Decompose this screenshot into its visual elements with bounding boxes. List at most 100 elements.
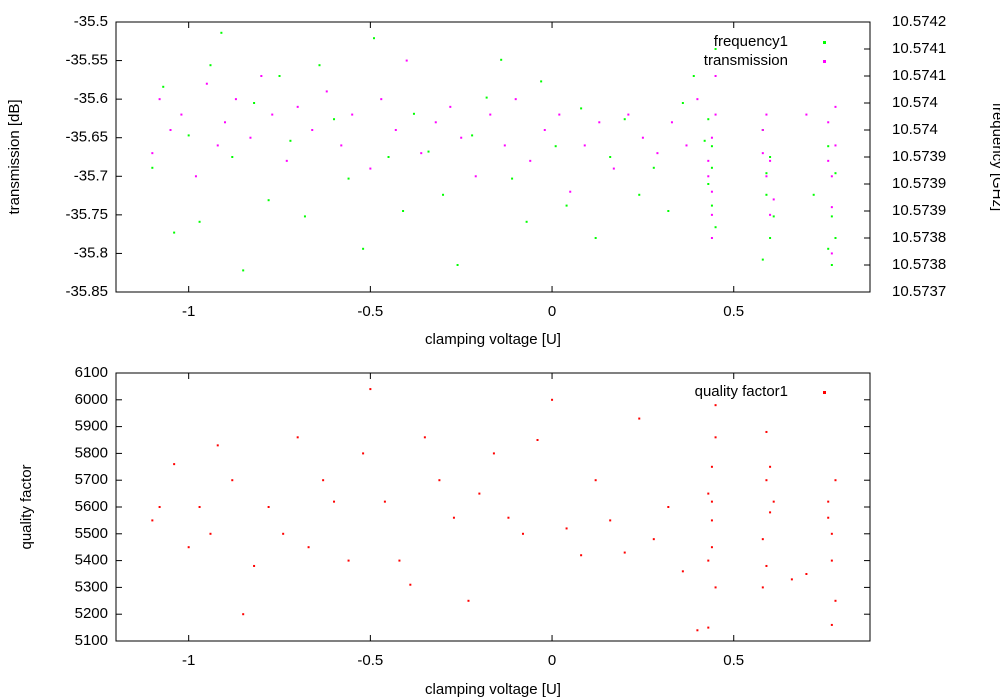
data-point	[714, 436, 717, 439]
data-point	[387, 156, 390, 158]
data-point	[609, 519, 612, 522]
y2-tick-label: 10.5738	[892, 256, 946, 273]
data-point	[707, 118, 710, 121]
data-point	[198, 506, 201, 508]
data-point	[769, 465, 772, 468]
data-point	[442, 193, 445, 196]
data-point	[282, 532, 285, 535]
data-point	[511, 177, 514, 180]
data-point	[151, 166, 154, 169]
data-point	[761, 258, 764, 261]
data-point	[307, 546, 310, 549]
data-point	[696, 98, 699, 101]
data-point	[834, 172, 837, 175]
data-point	[830, 215, 833, 218]
data-point	[372, 37, 375, 40]
data-point	[707, 626, 710, 629]
data-point	[394, 129, 397, 131]
data-point	[205, 82, 208, 85]
data-point	[710, 465, 713, 468]
data-point	[834, 144, 837, 147]
data-point	[249, 136, 252, 139]
data-point	[710, 166, 713, 169]
data-point	[765, 193, 768, 196]
data-point	[242, 269, 245, 272]
data-point	[180, 113, 183, 116]
data-point	[362, 247, 365, 250]
data-point	[805, 113, 808, 116]
data-point	[830, 559, 833, 562]
y2-tick-label: 10.5737	[892, 283, 946, 300]
data-point	[162, 85, 165, 88]
data-point	[234, 98, 237, 101]
data-point	[830, 206, 833, 209]
data-point	[641, 136, 644, 139]
y-tick-label: 5900	[75, 418, 108, 435]
data-point	[540, 80, 543, 83]
data-point	[623, 118, 626, 121]
data-point	[322, 479, 325, 482]
data-point	[765, 175, 768, 178]
y2-tick-label: 10.5742	[892, 13, 946, 30]
y2-tick-label: 10.5738	[892, 229, 946, 246]
data-point	[805, 573, 808, 575]
data-point	[830, 252, 833, 255]
data-point	[834, 105, 837, 108]
data-point	[609, 156, 612, 158]
y2-tick-label: 10.5739	[892, 175, 946, 192]
y2-tick-label: 10.5741	[892, 40, 946, 57]
data-point	[231, 479, 234, 482]
data-point	[303, 215, 306, 218]
data-point	[521, 532, 524, 535]
plot-frame	[115, 372, 871, 642]
data-point	[790, 578, 793, 581]
data-point	[412, 112, 415, 115]
data-point	[402, 210, 405, 212]
x-tick-label: -0.5	[357, 652, 383, 669]
data-point	[224, 121, 227, 124]
data-point	[173, 231, 176, 234]
data-point	[652, 166, 655, 169]
data-point	[438, 479, 441, 482]
data-point	[514, 98, 517, 101]
data-point	[151, 152, 154, 155]
data-point	[565, 527, 568, 530]
data-point	[772, 215, 775, 218]
data-point	[623, 551, 626, 554]
x-tick-label: 0.5	[723, 652, 744, 669]
data-point	[827, 247, 830, 250]
data-point	[761, 538, 764, 541]
data-point	[194, 175, 197, 178]
data-point	[151, 519, 154, 522]
data-point	[362, 452, 365, 455]
y-tick-label: -35.7	[74, 167, 108, 184]
data-point	[485, 96, 488, 99]
data-point	[710, 213, 713, 216]
data-point	[812, 193, 815, 196]
data-point	[681, 570, 684, 573]
data-point	[638, 193, 641, 196]
y2-tick-label: 10.5741	[892, 67, 946, 84]
data-point	[769, 511, 772, 514]
y2-tick-label: 10.574	[892, 94, 938, 111]
data-point	[242, 613, 245, 616]
y-tick-label: -35.5	[74, 13, 108, 30]
data-point	[583, 144, 586, 147]
data-point	[656, 152, 659, 155]
y-tick-label: 5500	[75, 525, 108, 542]
data-point	[333, 118, 336, 121]
data-point	[685, 144, 688, 147]
data-point	[296, 436, 299, 439]
data-point	[456, 264, 459, 266]
data-point	[714, 226, 717, 229]
data-point	[772, 198, 775, 201]
data-point	[696, 629, 699, 632]
data-point	[500, 58, 503, 61]
legend-label: transmission	[704, 52, 788, 69]
data-point	[311, 129, 314, 131]
data-point	[492, 452, 495, 455]
data-point	[710, 204, 713, 207]
legend-label: quality factor1	[695, 383, 788, 400]
data-point	[278, 75, 281, 77]
data-point	[827, 121, 830, 124]
